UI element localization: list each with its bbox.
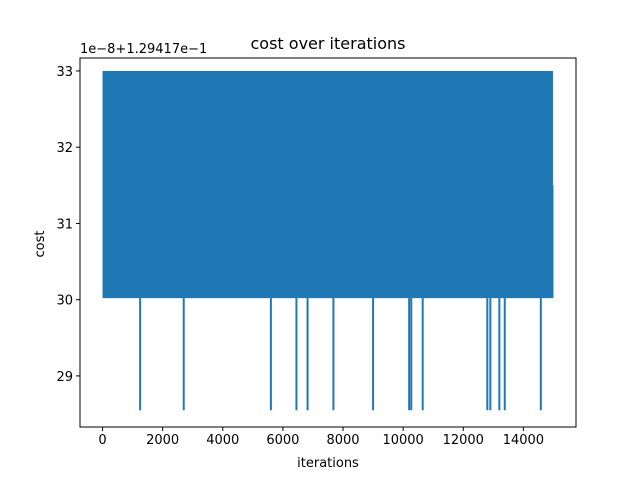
chart-title: cost over iterations bbox=[251, 34, 406, 53]
y-offset-label: 1e−8+1.29417e−1 bbox=[80, 42, 207, 57]
axes: 0 2000 4000 6000 8000 10000 12000 14000 29 30 31 32… bbox=[56, 57, 577, 448]
y-tick-label: 29 bbox=[56, 370, 73, 385]
y-axis-label: cost bbox=[33, 231, 48, 258]
y-tick-label: 32 bbox=[56, 141, 73, 156]
plot-area bbox=[102, 70, 554, 411]
series-0-oscillation-band bbox=[102, 70, 554, 299]
x-tick-label: 4000 bbox=[206, 433, 239, 448]
y-tick-label: 30 bbox=[56, 294, 73, 309]
x-tick-label: 0 bbox=[98, 433, 106, 448]
x-tick-label: 8000 bbox=[326, 433, 359, 448]
x-tick-label: 12000 bbox=[443, 433, 484, 448]
x-tick-label: 6000 bbox=[266, 433, 299, 448]
axes-frame bbox=[79, 57, 577, 428]
y-tick-label: 33 bbox=[56, 65, 73, 80]
x-tick-label: 10000 bbox=[382, 433, 423, 448]
x-tick-label: 2000 bbox=[146, 433, 179, 448]
y-tick-label: 31 bbox=[56, 217, 73, 232]
x-axis-label: iterations bbox=[297, 456, 359, 471]
x-tick-label: 14000 bbox=[503, 433, 544, 448]
